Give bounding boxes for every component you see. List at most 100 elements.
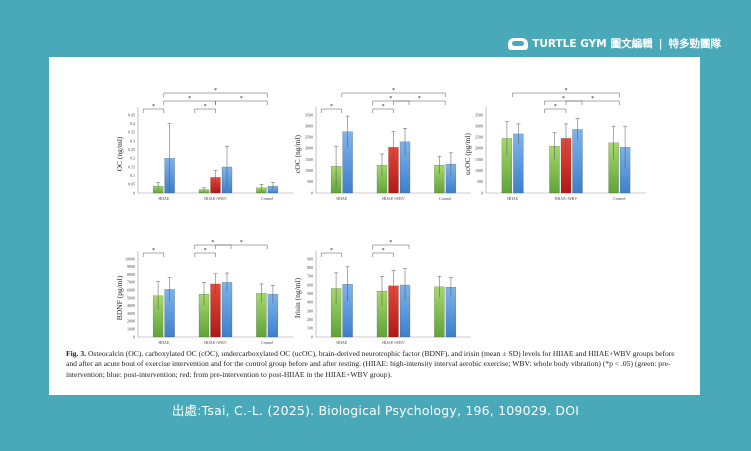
- y-tick-label: 9000: [127, 264, 135, 269]
- figure-card: 0 0.05 0.1 0.15 0.2 0.25 0.3 0.35 0.4 0.45 OC (ng/…: [49, 57, 700, 395]
- significance-star: *: [152, 104, 155, 110]
- y-tick-label: 0.35: [128, 130, 135, 135]
- category-label: Control: [261, 340, 274, 345]
- y-tick-label: 1000: [127, 327, 135, 332]
- y-axis-label: cOC (ng/ml): [293, 134, 302, 173]
- y-tick-label: 500: [307, 291, 313, 296]
- y-tick-label: 3000: [475, 123, 483, 128]
- significance-star: *: [330, 248, 333, 254]
- significance-star: *: [211, 240, 214, 246]
- y-tick-label: 0: [311, 190, 313, 195]
- category-label: Control: [613, 196, 626, 201]
- category-label: HIIAE+WBV: [382, 340, 405, 345]
- turtle-logo-icon: [508, 37, 529, 50]
- y-tick-label: 500: [477, 179, 483, 184]
- y-tick-label: 400: [307, 300, 313, 305]
- significance-bracket: [512, 92, 620, 97]
- significance-star: *: [214, 88, 217, 94]
- significance-bracket: [372, 108, 394, 113]
- y-tick-label: 4000: [127, 303, 135, 308]
- y-tick-label: 1500: [305, 157, 313, 162]
- y-tick-label: 1500: [475, 157, 483, 162]
- significance-bracket: [320, 108, 343, 113]
- brand-separator: |: [658, 37, 663, 50]
- significance-star: *: [562, 96, 565, 102]
- significance-star: *: [418, 96, 421, 102]
- y-tick-label: 0.25: [128, 147, 135, 152]
- significance-star: *: [591, 96, 594, 102]
- category-label: HIIAE: [158, 196, 169, 201]
- y-tick-label: 500: [307, 179, 313, 184]
- y-tick-label: 600: [307, 282, 313, 287]
- significance-star: *: [240, 96, 243, 102]
- significance-bracket: [194, 244, 232, 249]
- y-tick-label: 0.1: [130, 173, 135, 178]
- significance-bracket: [215, 100, 268, 105]
- y-tick-label: 2000: [127, 319, 135, 324]
- y-tick-label: 2500: [305, 135, 313, 140]
- brand-cn: 圖文編輯: [610, 38, 653, 50]
- y-tick-label: 100: [307, 326, 313, 331]
- significance-star: *: [152, 248, 155, 254]
- y-tick-label: 3000: [127, 311, 135, 316]
- ucoc-chart-panel: 0 500 1000 1500 2000 2500 3000 3500 ucOC (pg/ml)…: [463, 75, 654, 205]
- y-tick-label: 5000: [127, 295, 135, 300]
- significance-star: *: [554, 104, 557, 110]
- significance-bracket: [142, 108, 165, 113]
- significance-star: *: [565, 88, 568, 94]
- y-tick-label: 900: [307, 256, 313, 261]
- y-tick-label: 0: [311, 334, 313, 339]
- source-citation: 出處:Tsai, C.-L. (2025). Biological Psycho…: [171, 403, 580, 418]
- oc-chart-panel: 0 0.05 0.1 0.15 0.2 0.25 0.3 0.35 0.4 0.45 OC (ng/…: [115, 75, 301, 205]
- figure-caption: Fig. 3. Osteocalcin (OC), carboxylated O…: [66, 349, 686, 380]
- y-tick-label: 0: [133, 190, 135, 195]
- category-label: Control: [439, 196, 452, 201]
- y-tick-label: 10000: [125, 256, 135, 261]
- category-label: HIIAE: [507, 196, 518, 201]
- y-tick-label: 300: [307, 308, 313, 313]
- y-tick-label: 700: [307, 274, 313, 279]
- category-label: HIIAE: [336, 340, 347, 345]
- significance-bracket: [341, 92, 446, 97]
- brand-name: TURTLE GYM: [532, 37, 607, 50]
- category-label: HIIAE+WBV: [204, 196, 227, 201]
- significance-star: *: [389, 96, 392, 102]
- significance-star: *: [240, 240, 243, 246]
- significance-bracket: [544, 108, 567, 113]
- category-label: HIIAE+WBV: [204, 340, 227, 345]
- y-axis-label: ucOC (pg/ml): [463, 133, 472, 175]
- significance-star: *: [392, 88, 395, 94]
- category-label: HIIAE: [336, 196, 347, 201]
- bdnf-chart-panel: 0 1000 2000 3000 4000 5000 6000 7000 8000 9000 100…: [115, 219, 301, 349]
- y-tick-label: 0.4: [130, 121, 135, 126]
- coc-chart-panel: 0 500 1000 1500 2000 2500 3000 3500 cOC (ng/ml) H…: [293, 75, 479, 205]
- significance-bracket: [372, 244, 410, 249]
- significance-bracket: [544, 100, 583, 105]
- y-tick-label: 1000: [305, 168, 313, 173]
- caption-label: Fig. 3.: [66, 349, 87, 358]
- y-axis-label: Irisin (ng/ml): [293, 277, 302, 318]
- y-tick-label: 8000: [127, 272, 135, 277]
- y-tick-label: 0.3: [130, 138, 135, 143]
- brand-header: TURTLE GYM 圖文編輯 | 特多勁團隊: [508, 36, 721, 51]
- y-tick-label: 200: [307, 317, 313, 322]
- significance-star: *: [382, 248, 385, 254]
- significance-star: *: [382, 104, 385, 110]
- y-axis-label: OC (ng/ml): [115, 136, 124, 171]
- y-tick-label: 2000: [305, 146, 313, 151]
- significance-bracket: [194, 108, 216, 113]
- significance-star: *: [188, 96, 191, 102]
- y-axis-label: BDNF (pg/ml): [115, 275, 124, 320]
- y-tick-label: 0: [481, 190, 483, 195]
- y-tick-label: 1000: [475, 168, 483, 173]
- y-tick-label: 6000: [127, 288, 135, 293]
- significance-bracket: [372, 252, 394, 257]
- significance-bracket: [372, 100, 410, 105]
- significance-star: *: [204, 104, 207, 110]
- y-tick-label: 800: [307, 265, 313, 270]
- y-tick-label: 2000: [475, 146, 483, 151]
- y-tick-label: 0.15: [128, 164, 135, 169]
- significance-bracket: [194, 252, 216, 257]
- y-tick-label: 0.2: [130, 156, 135, 161]
- y-tick-label: 7000: [127, 280, 135, 285]
